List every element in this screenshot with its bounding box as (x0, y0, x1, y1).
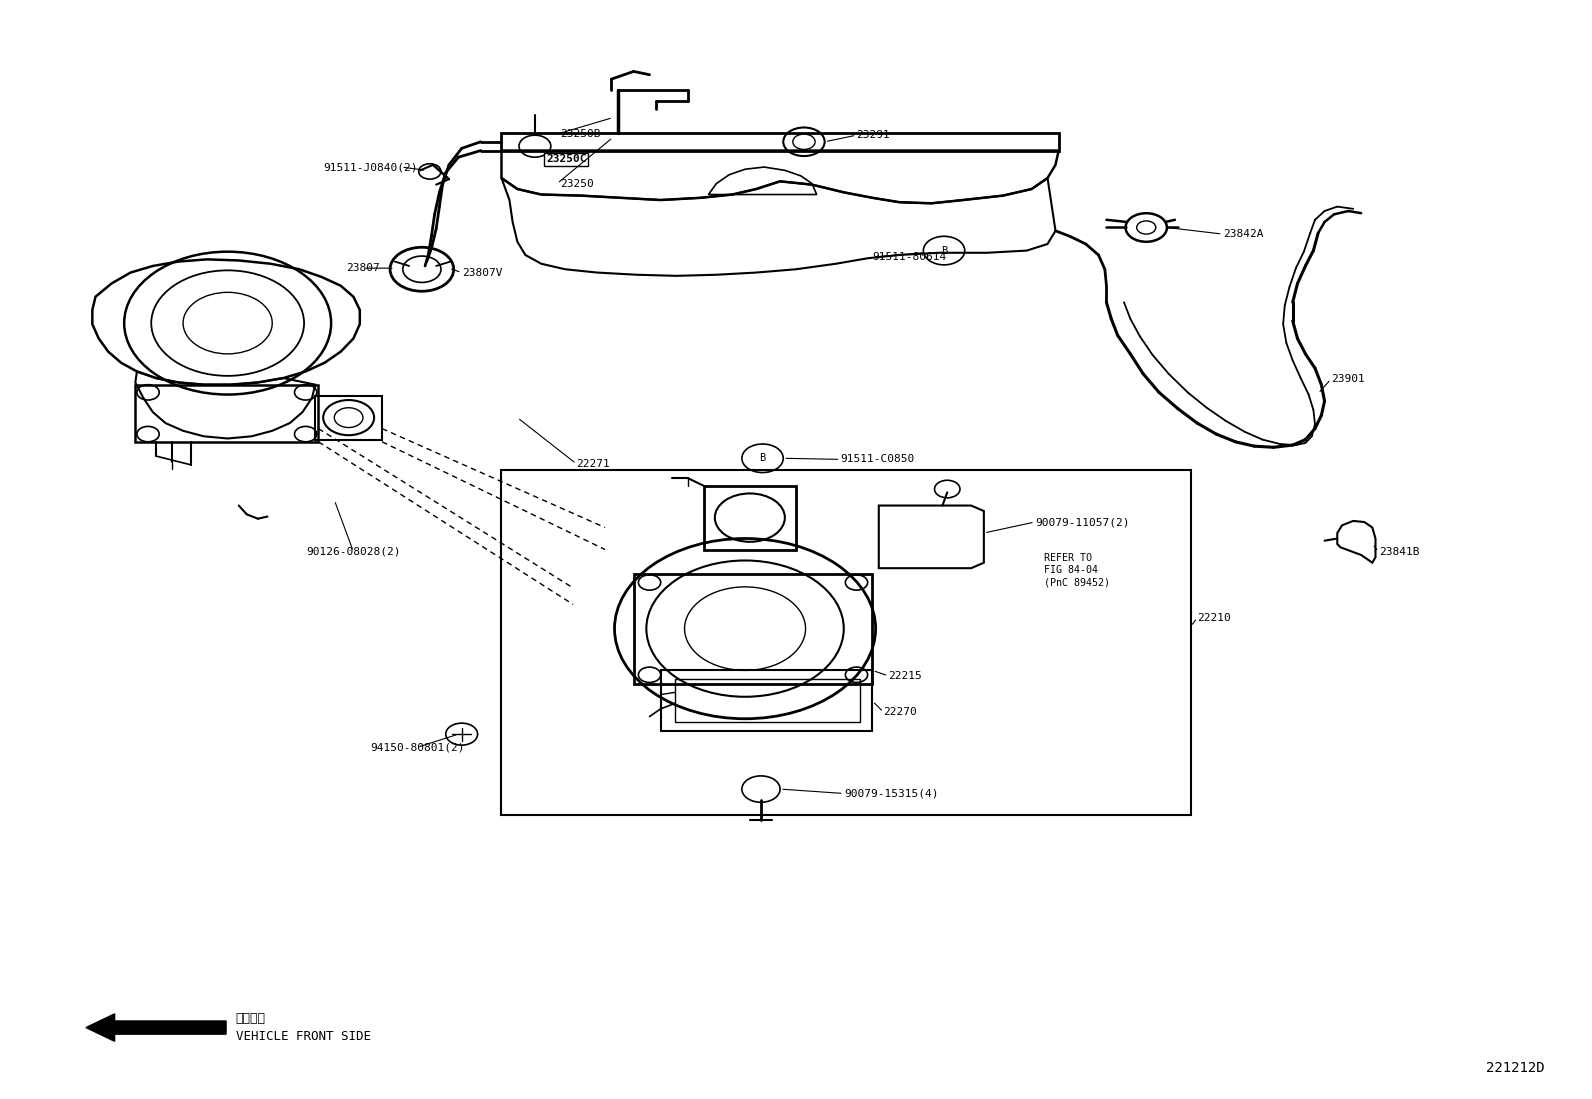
Text: B: B (759, 453, 766, 464)
Bar (501, 470, 1191, 815)
Text: 221212D: 221212D (1487, 1062, 1544, 1075)
Text: 23901: 23901 (1331, 374, 1364, 385)
Text: 91511-C0850: 91511-C0850 (841, 454, 915, 465)
Text: REFER TO
FIG 84-04
(PnC 89452): REFER TO FIG 84-04 (PnC 89452) (1044, 553, 1110, 588)
Text: 94150-80801(2): 94150-80801(2) (369, 742, 465, 753)
Text: 91511-80614: 91511-80614 (872, 252, 947, 263)
Text: 90079-11057(2): 90079-11057(2) (1035, 517, 1129, 528)
Text: 90126-08028(2): 90126-08028(2) (306, 546, 401, 557)
Text: 90079-15315(4): 90079-15315(4) (844, 788, 938, 799)
Text: 91511-J0840(2): 91511-J0840(2) (323, 162, 419, 173)
Text: 22210: 22210 (1197, 612, 1231, 623)
Text: 23807: 23807 (345, 263, 380, 274)
Text: 23842A: 23842A (1223, 229, 1262, 240)
Text: 車両前方: 車両前方 (236, 1012, 266, 1025)
Text: 22270: 22270 (884, 707, 917, 718)
Text: 23250: 23250 (560, 178, 594, 189)
Text: 23250C: 23250C (546, 154, 586, 165)
Text: VEHICLE FRONT SIDE: VEHICLE FRONT SIDE (236, 1030, 371, 1043)
Text: 23250B: 23250B (560, 129, 600, 140)
Text: 22215: 22215 (888, 670, 922, 681)
Text: 22271: 22271 (576, 458, 610, 469)
FancyArrow shape (86, 1013, 226, 1042)
Text: 23291: 23291 (856, 130, 890, 141)
Text: 23841B: 23841B (1379, 546, 1418, 557)
Text: B: B (941, 245, 947, 256)
Text: 23807V: 23807V (462, 267, 501, 278)
